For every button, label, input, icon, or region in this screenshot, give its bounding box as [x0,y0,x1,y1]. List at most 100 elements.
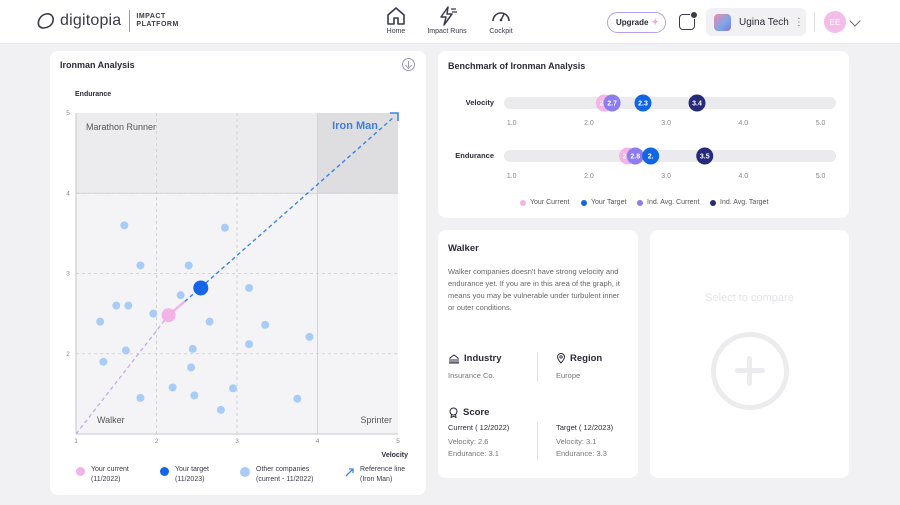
gauge-icon [492,12,510,22]
quadrant-walker: Walker [97,415,125,425]
nav-impact-runs-label: Impact Runs [427,28,467,35]
current-velocity: Velocity: 2.6 [448,437,489,446]
compare-placeholder: Select to compare [705,292,794,304]
benchmark-tick-label: 4.0 [738,173,748,180]
legend-label: Other companies [256,466,310,473]
legend-date: (current - 11/2022) [256,476,314,483]
scatter-point-your-target [193,280,209,296]
bm-legend-your-target: Your Target [581,199,626,206]
benchmark-marker [603,94,621,112]
benchmark-marker-label: 3.5 [700,154,710,161]
arrow-icon [345,468,354,477]
building-icon [449,353,459,363]
chevron-down-icon[interactable] [849,15,861,27]
score-heading: Score [448,407,489,418]
nav-home[interactable]: Home [366,6,426,35]
scatter-point-other-company [136,393,145,402]
region-label: Region [570,353,603,364]
benchmark-tick-label: 5.0 [816,120,826,127]
ironman-chart: 1 2 3 4 5 2 3 4 5 Endurance Velocity Marathon Ru… [66,91,409,459]
home-icon [387,7,405,25]
legend-date: (Iron Man) [360,476,393,483]
scatter-point-other-company [190,391,199,400]
header-divider [814,12,815,32]
benchmark-title: Benchmark of Ironman Analysis [448,61,586,71]
scatter-point-other-company [228,384,237,393]
scatter-point-other-company [176,291,185,300]
bm-legend-ind-avg-current: Ind. Avg. Current [637,199,699,206]
score-divider [537,422,538,460]
notification-icon[interactable] [679,11,698,30]
benchmark-marker [626,147,644,165]
scatter-point-other-company [220,223,229,232]
scatter-point-other-company [305,332,314,341]
scatter-point-other-company [120,221,129,230]
nav-impact-runs[interactable]: Impact Runs [417,6,477,35]
target-score-label: Target ( 12/2023) [556,423,614,432]
sparkle-icon: ✦ [651,17,659,27]
benchmark-tick-label: 1.0 [507,173,517,180]
info-divider [537,352,538,382]
scatter-point-other-company [293,394,302,403]
benchmark-tick-label: 2.0 [584,173,594,180]
download-icon[interactable] [402,58,415,71]
scatter-point-other-company [136,261,145,270]
scatter-point-other-company [187,363,196,372]
industry-label: Industry [464,353,502,364]
legend-label: Ind. Avg. Current [647,199,700,206]
benchmark-track [504,97,836,109]
nav-cockpit[interactable]: Cockpit [471,6,531,35]
benchmark-tick-label: 3.0 [661,120,671,127]
benchmark-card [438,51,849,218]
scatter-point-other-company [261,320,270,329]
scatter-point-other-company [96,317,105,326]
scatter-point-other-company [184,261,193,270]
legend-date: (11/2023) [175,476,205,483]
avatar[interactable]: EE [824,11,846,33]
benchmark-tick-label: 4.0 [738,120,748,127]
bolt-icon [440,6,457,26]
target-velocity: Velocity: 3.1 [556,437,597,446]
legend-other-companies: Other companies (current - 11/2022) [240,465,313,485]
benchmark-marker-label: 3.4 [692,101,702,108]
plus-icon-vertical [747,356,752,386]
logo-subtitle: IMPACT PLATFORM [136,13,178,29]
logo-subtitle-line-1: IMPACT [136,13,166,20]
more-vertical-icon[interactable]: ⋮ [793,16,804,28]
scatter-point-other-company [112,301,121,310]
legend-swatch [581,199,587,206]
quadrant-iron-man: Iron Man [332,120,378,132]
benchmark-tick-label: 5.0 [816,173,826,180]
benchmark-marker-label: 2. [648,154,654,161]
x-tick-label: 4 [316,438,320,445]
upgrade-button[interactable]: Upgrade ✦ [607,12,666,33]
scatter-point-other-company [168,383,177,392]
scatter-point-other-company [121,346,130,355]
legend-your-target: Your target (11/2023) [160,465,209,485]
benchmark-row-label-velocity: Velocity [466,98,495,107]
current-score-label: Current ( 12/2022) [448,423,510,432]
industry-heading: Industry [448,353,501,364]
benchmark-marker [696,147,714,165]
logo[interactable]: digitopia IMPACT PLATFORM [36,10,179,32]
x-tick-label: 2 [155,438,159,445]
y-tick-label: 3 [66,271,70,278]
add-compare-button[interactable] [711,332,789,410]
walker-card [438,230,638,478]
x-axis-label: Velocity [382,452,409,459]
x-tick-label: 1 [74,438,78,445]
company-switcher[interactable]: Ugina Tech ⋮ [706,8,806,36]
legend-swatch [637,199,643,206]
legend-swatch [710,199,716,206]
benchmark-tick-label: 2.0 [584,120,594,127]
walker-description: Walker companies doesn't have strong vel… [448,267,620,312]
scatter-point-other-company [99,357,108,366]
score-badge-icon [449,407,458,418]
current-endurance: Endurance: 3.1 [448,449,499,458]
quadrant-marathon-runner: Marathon Runner [86,122,156,132]
legend-label: Reference line [360,466,406,473]
bm-legend-your-current: Your Current [520,199,569,206]
legend-date: (11/2022) [91,476,121,483]
legend-label: Your Current [530,199,570,206]
legend-label: Your Target [591,199,627,206]
